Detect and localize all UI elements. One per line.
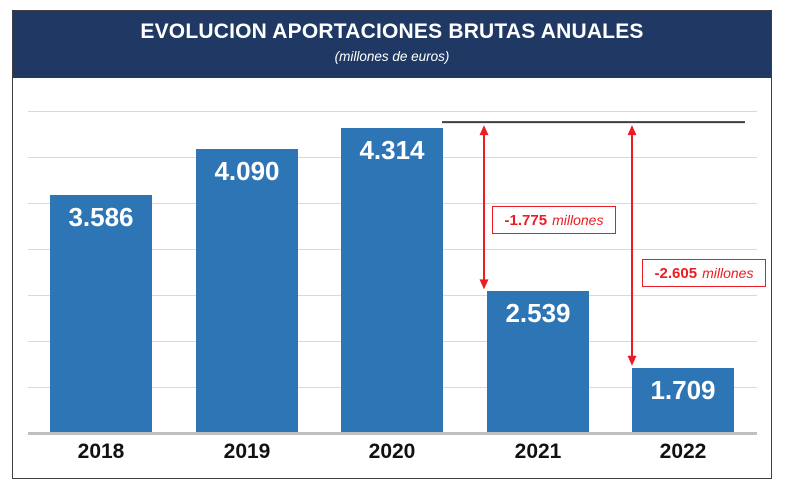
chart-figure-frame: EVOLUCION APORTACIONES BRUTAS ANUALES (m… xyxy=(12,10,772,479)
x-axis-label-2020: 2020 xyxy=(368,440,416,463)
bar-2020: 4.314 xyxy=(341,128,443,433)
bar-value-label-2020: 4.314 xyxy=(359,135,425,165)
chart-subtitle: (millones de euros) xyxy=(334,49,450,64)
annotation-box-2021: -1.775 millones xyxy=(492,206,616,234)
annotation-unit: millones xyxy=(552,212,604,228)
annotation-unit: millones xyxy=(702,265,754,281)
x-axis-label-2018: 2018 xyxy=(77,440,125,463)
bar-2019: 4.090 xyxy=(196,149,298,433)
decrease-arrow-2021 xyxy=(479,125,489,290)
gridline-4500 xyxy=(28,111,757,112)
chart-header: EVOLUCION APORTACIONES BRUTAS ANUALES (m… xyxy=(13,11,771,78)
x-axis-label-2019: 2019 xyxy=(223,440,271,463)
annotation-value: -1.775 xyxy=(504,211,548,229)
bar-value-label-2019: 4.090 xyxy=(214,156,280,186)
bar-2018: 3.586 xyxy=(50,195,152,433)
bar-2021: 2.539 xyxy=(487,291,589,433)
bar-value-label-2022: 1.709 xyxy=(650,375,716,405)
decrease-arrow-2022 xyxy=(627,125,637,366)
plot-area: 3.586 2018 4.090 2019 4.314 2020 2.539 2021 1.70… xyxy=(13,78,771,478)
x-axis-line xyxy=(28,432,757,435)
x-axis-label-2021: 2021 xyxy=(514,440,562,463)
bar-2022: 1.709 xyxy=(632,368,734,433)
x-axis-label-2022: 2022 xyxy=(659,440,707,463)
bar-value-label-2021: 2.539 xyxy=(505,298,571,328)
chart-title: EVOLUCION APORTACIONES BRUTAS ANUALES xyxy=(140,20,644,43)
annotation-value: -2.605 xyxy=(654,264,698,282)
bar-value-label-2018: 3.586 xyxy=(68,202,134,232)
annotation-box-2022: -2.605 millones xyxy=(642,259,766,287)
